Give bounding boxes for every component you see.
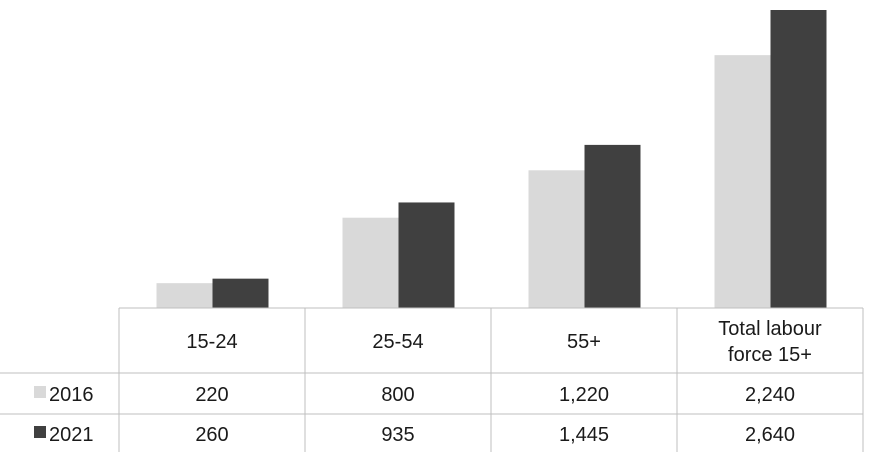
bar-2016-2 <box>528 170 585 308</box>
data-label-2021-3: 2,640 <box>745 424 795 446</box>
data-label-2016-0: 220 <box>195 384 228 406</box>
data-label-2021-1: 935 <box>381 424 414 446</box>
data-label-2016-1: 800 <box>381 384 414 406</box>
category-label: Total labour <box>718 318 822 340</box>
bar-2016-3 <box>714 55 771 308</box>
bar-2021-1 <box>398 202 455 308</box>
legend-label-2016: 2016 <box>49 384 94 406</box>
legend-key-2016 <box>34 386 46 398</box>
data-label-2021-0: 260 <box>195 424 228 446</box>
bar-2021-3 <box>770 10 827 308</box>
category-label: 55+ <box>567 331 601 353</box>
category-label: 15-24 <box>186 331 237 353</box>
category-label: force 15+ <box>728 344 812 366</box>
legend-key-2021 <box>34 426 46 438</box>
bar-2021-0 <box>212 278 269 308</box>
bar-2021-2 <box>584 144 641 308</box>
data-label-2016-2: 1,220 <box>559 384 609 406</box>
data-label-2021-2: 1,445 <box>559 424 609 446</box>
data-label-2016-3: 2,240 <box>745 384 795 406</box>
category-label: 25-54 <box>372 331 423 353</box>
bar-2016-1 <box>342 217 399 308</box>
bar-2016-0 <box>156 283 213 308</box>
legend-label-2021: 2021 <box>49 424 94 446</box>
